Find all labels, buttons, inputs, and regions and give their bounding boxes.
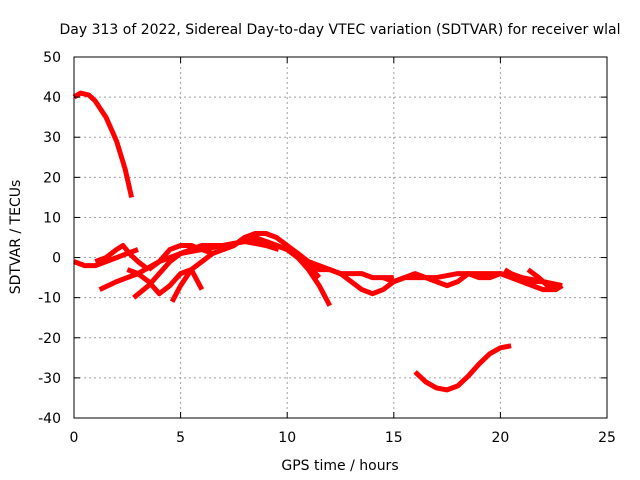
y-tick-label: 50 bbox=[43, 50, 61, 66]
x-tick-label: 15 bbox=[385, 430, 403, 446]
series-line-arc-1 bbox=[72, 90, 135, 198]
y-tick-label: 10 bbox=[43, 210, 61, 226]
series-line-arc-13 bbox=[526, 267, 564, 293]
series-line-arc-12 bbox=[503, 267, 561, 289]
series-line-arc-7 bbox=[147, 243, 214, 272]
series-line-arc-9 bbox=[222, 235, 394, 281]
y-tick-label: 0 bbox=[52, 251, 61, 267]
y-axis-label: SDTVAR / TECUs bbox=[8, 180, 24, 295]
x-axis-label: GPS time / hours bbox=[281, 458, 398, 474]
data-series bbox=[72, 90, 564, 393]
series-line-arc-14 bbox=[413, 343, 512, 393]
x-tick-label: 25 bbox=[598, 430, 616, 446]
x-tick-label: 5 bbox=[176, 430, 185, 446]
y-tick-label: 30 bbox=[43, 130, 61, 146]
series-line-arc-3 bbox=[94, 243, 151, 272]
y-tick-label: -20 bbox=[38, 331, 61, 347]
grid-lines bbox=[74, 57, 607, 418]
chart-title: Day 313 of 2022, Sidereal Day-to-day VTE… bbox=[59, 22, 620, 38]
y-tick-label: -30 bbox=[38, 371, 61, 387]
y-tick-label: -40 bbox=[38, 411, 61, 427]
series-line-arc-11 bbox=[382, 271, 564, 293]
axis-ticks: 0 5 10 15 20 25 -40 -30 -20 -10 0 10 20 30 40 50 bbox=[38, 50, 616, 446]
x-tick-label: 20 bbox=[491, 430, 509, 446]
x-tick-label: 0 bbox=[70, 430, 79, 446]
y-tick-label: 40 bbox=[43, 90, 61, 106]
plot-frame bbox=[73, 56, 608, 419]
y-tick-label: 20 bbox=[43, 170, 61, 186]
y-tick-label: -10 bbox=[38, 291, 61, 307]
x-tick-label: 10 bbox=[278, 430, 296, 446]
